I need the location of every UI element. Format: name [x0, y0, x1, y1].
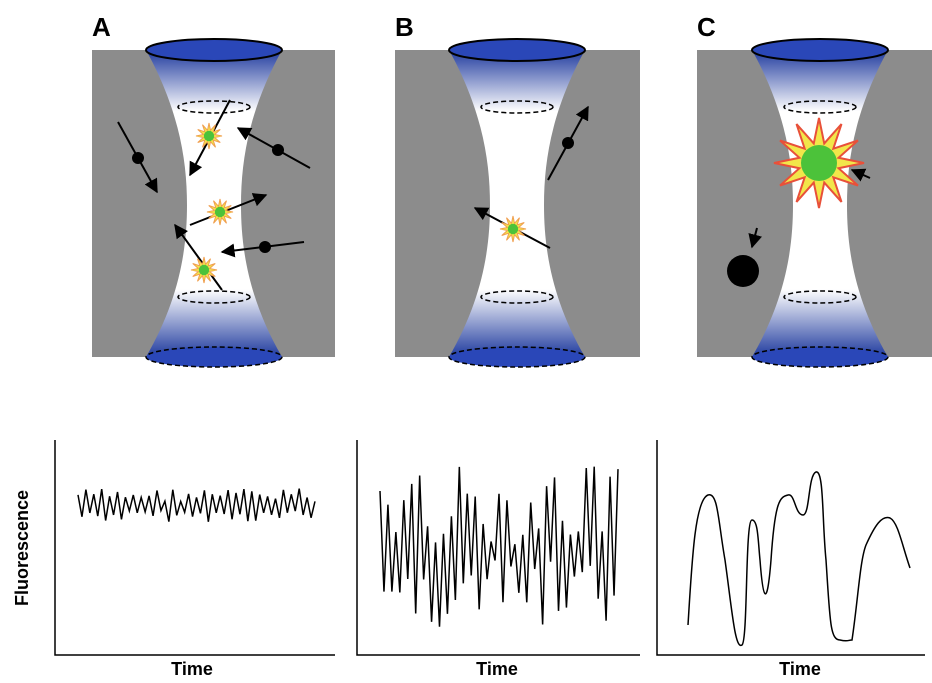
beam-bottom	[448, 346, 586, 368]
trace	[687, 471, 911, 646]
beam-top	[751, 38, 889, 62]
panel-label: A	[92, 12, 111, 42]
molecule	[272, 144, 284, 156]
fluorophore	[801, 145, 837, 181]
panel-label: C	[697, 12, 716, 42]
trajectory	[189, 193, 268, 226]
trajectory	[748, 227, 762, 249]
focus-edge	[480, 290, 554, 304]
beam-bottom	[145, 346, 283, 368]
drawing	[54, 38, 932, 656]
focus-edge	[177, 100, 251, 114]
beam-bottom	[751, 346, 889, 368]
x-axis-label: Time	[476, 659, 518, 679]
fluorophore	[214, 206, 226, 218]
trajectory	[850, 168, 871, 182]
axes	[356, 440, 640, 656]
molecule	[562, 137, 574, 149]
panel-label: B	[395, 12, 414, 42]
trace	[77, 488, 316, 522]
beam-top	[145, 38, 283, 62]
fluorophore	[203, 130, 215, 142]
beam-top	[448, 38, 586, 62]
x-axis-label: Time	[171, 659, 213, 679]
axes	[656, 440, 925, 656]
focus-edge	[480, 100, 554, 114]
focus-edge	[783, 290, 857, 304]
focus-edge	[783, 100, 857, 114]
axes	[54, 440, 335, 656]
y-axis-label: Fluorescence	[12, 490, 32, 606]
fluorophore	[507, 223, 519, 235]
molecule	[727, 255, 759, 287]
trace	[379, 466, 619, 627]
focus-edge	[177, 290, 251, 304]
x-axis-label: Time	[779, 659, 821, 679]
fluorophore	[198, 264, 210, 276]
molecule	[132, 152, 144, 164]
trajectory	[174, 223, 223, 291]
focal-volume	[449, 50, 585, 357]
molecule	[259, 241, 271, 253]
